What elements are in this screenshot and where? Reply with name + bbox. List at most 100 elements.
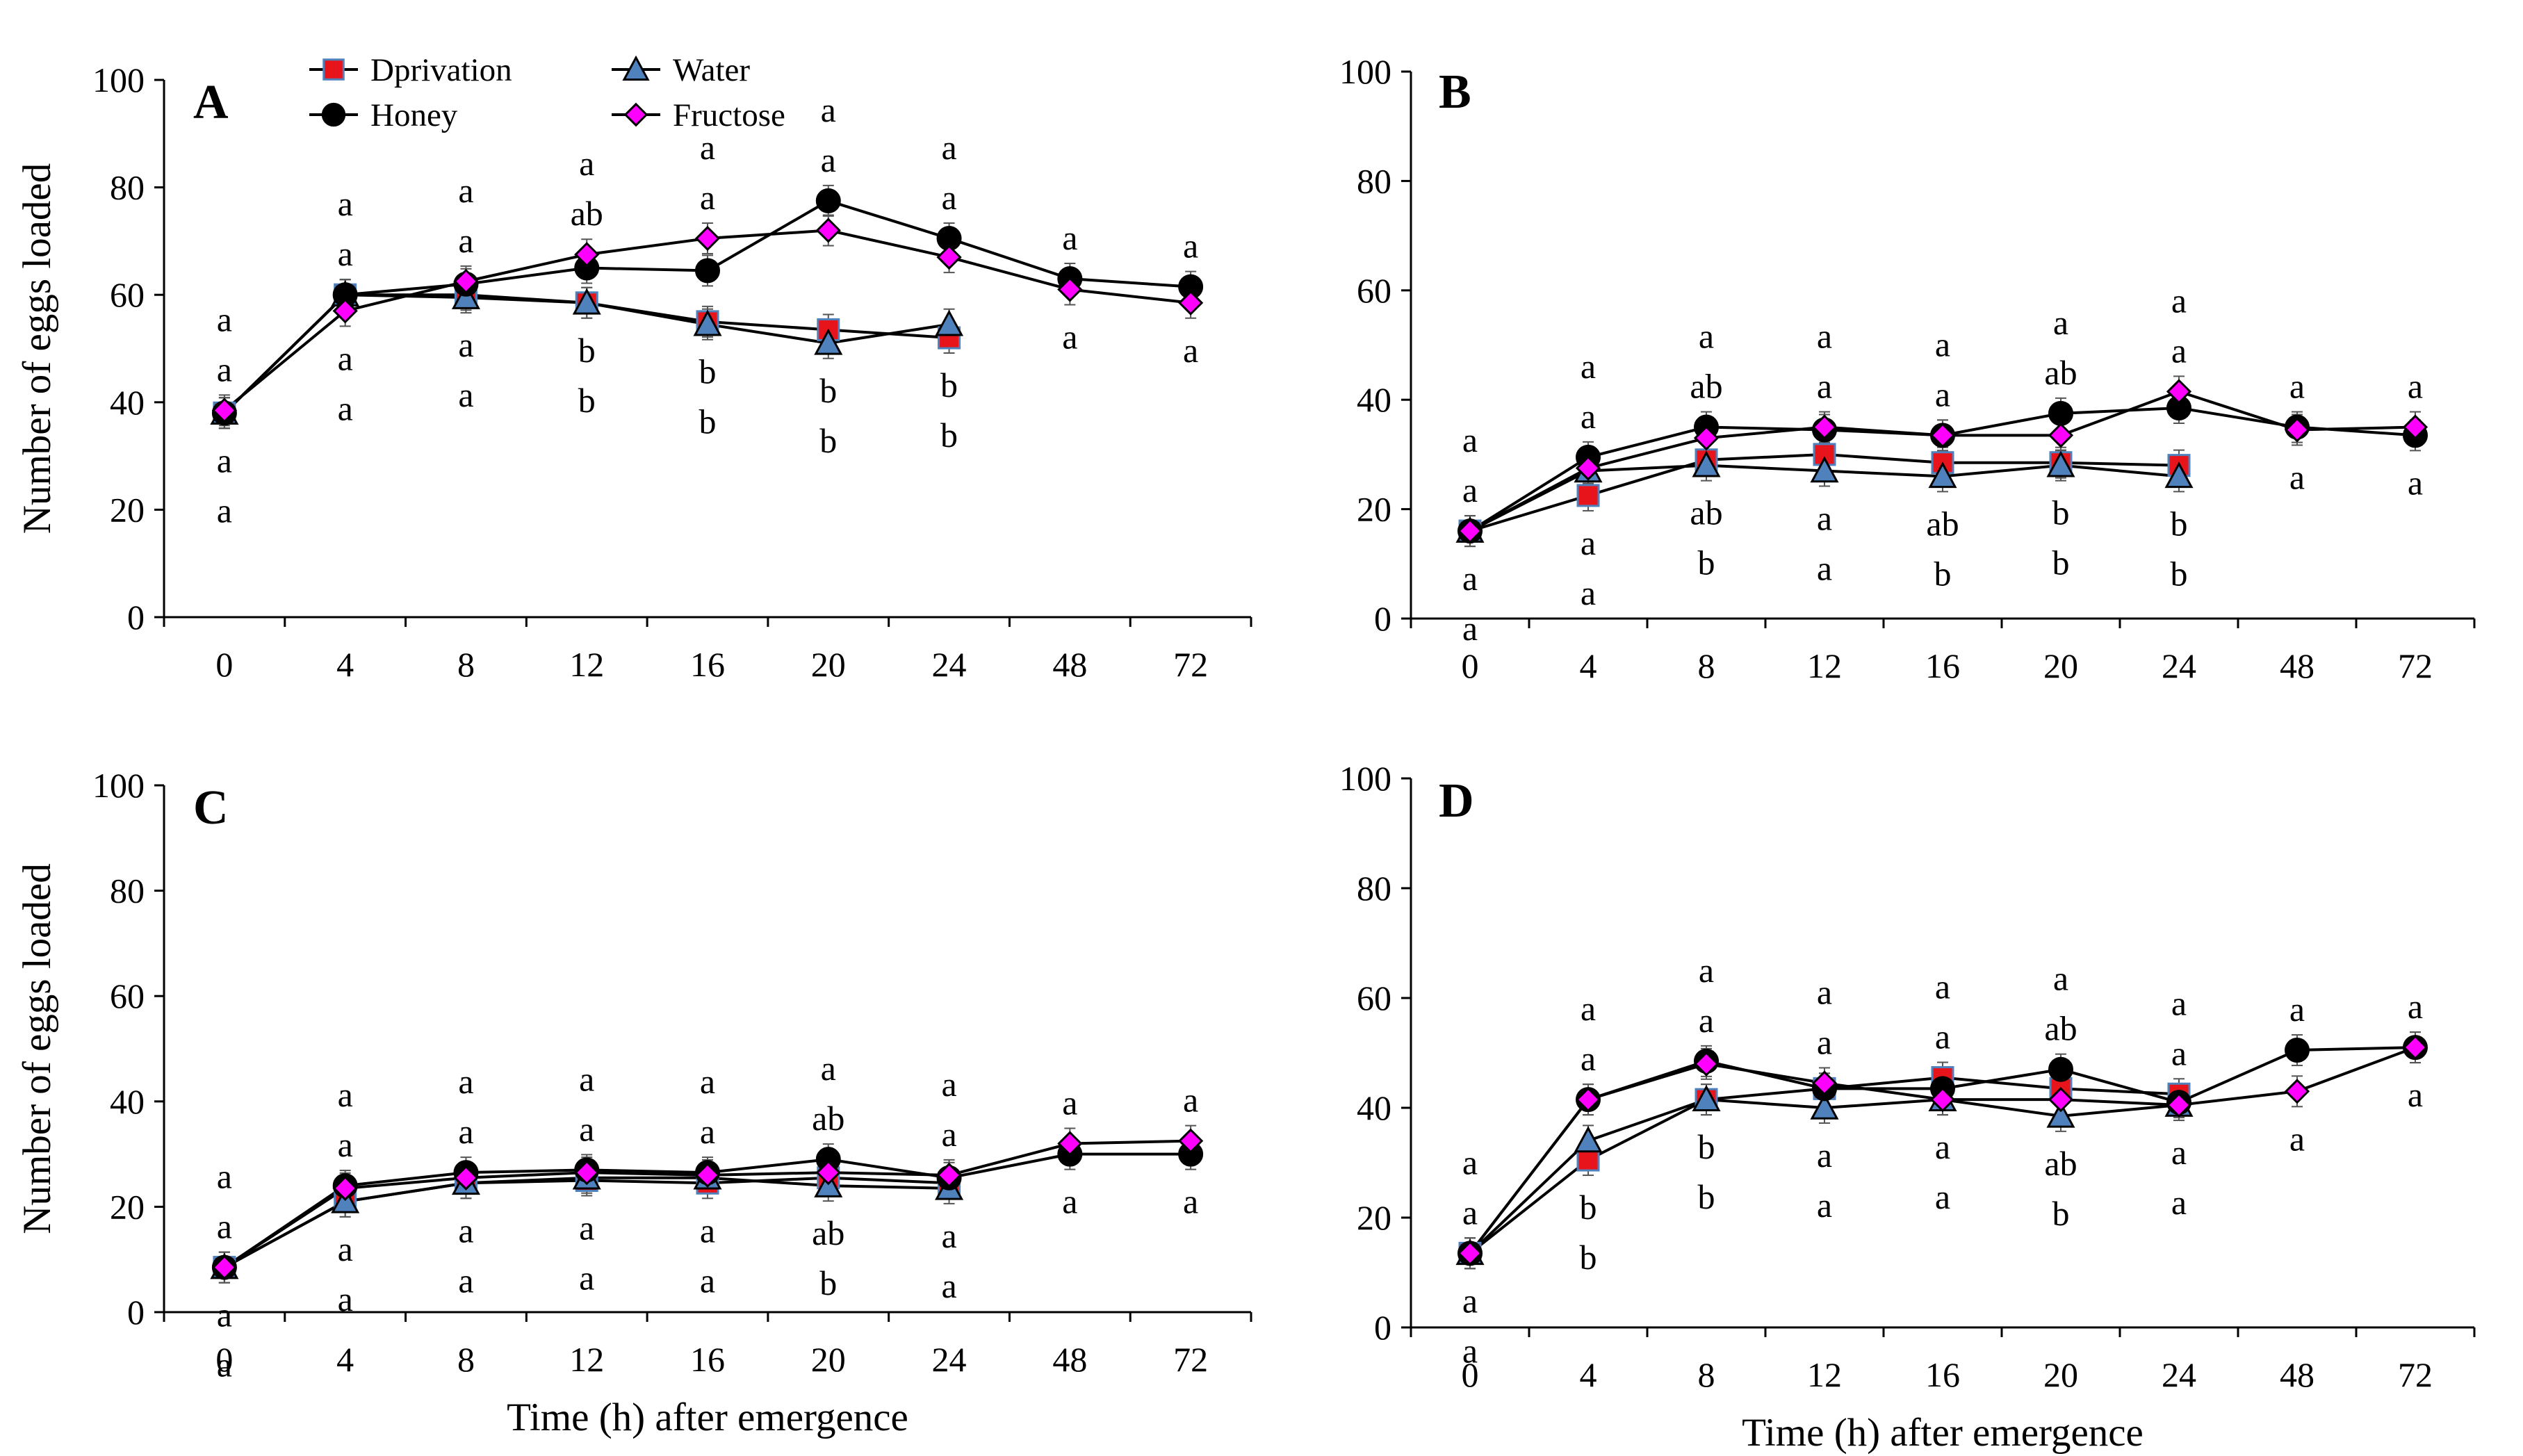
data-point-honey bbox=[695, 258, 720, 284]
significance-letter: b bbox=[1698, 1127, 1715, 1166]
data-point-water bbox=[2046, 1101, 2075, 1128]
x-tick-label: 24 bbox=[2162, 1355, 2196, 1394]
data-point-water bbox=[1692, 1084, 1721, 1111]
significance-letter: a bbox=[1935, 1127, 1950, 1166]
significance-letter: a bbox=[1183, 1081, 1198, 1120]
significance-letter: a bbox=[338, 388, 353, 427]
significance-letter: a bbox=[1699, 317, 1714, 356]
y-tick-label: 40 bbox=[1357, 1088, 1391, 1127]
significance-letter: a bbox=[1462, 609, 1478, 648]
significance-letter: a bbox=[1183, 1182, 1198, 1221]
significance-letter: a bbox=[217, 350, 232, 388]
data-point-fructose bbox=[574, 1160, 600, 1186]
significance-letter: a bbox=[1935, 325, 1950, 363]
x-tick-label: 72 bbox=[1173, 645, 1208, 684]
x-tick-label: 20 bbox=[811, 1340, 846, 1379]
data-point-fructose bbox=[815, 1160, 841, 1186]
y-tick-label: 20 bbox=[110, 1187, 145, 1226]
significance-letter: a bbox=[941, 1115, 956, 1154]
significance-letter: a bbox=[217, 1207, 232, 1246]
significance-letter: a bbox=[579, 144, 594, 183]
data-point-fructose bbox=[815, 218, 841, 243]
legend: Dprivation Water Honey Fructose bbox=[309, 52, 785, 133]
significance-letter: a bbox=[458, 1062, 473, 1101]
significance-letter: b bbox=[819, 371, 837, 410]
x-tick-label: 24 bbox=[932, 645, 967, 684]
significance-letter: a bbox=[1581, 989, 1596, 1028]
x-tick-label: 8 bbox=[1698, 1355, 1715, 1394]
significance-letter: a bbox=[821, 140, 836, 179]
data-point-fructose bbox=[2048, 1087, 2074, 1113]
data-point-water bbox=[1692, 450, 1721, 477]
data-point-fructose bbox=[1929, 423, 1956, 448]
significance-letter: ab bbox=[1690, 493, 1722, 532]
significance-letter: a bbox=[700, 1261, 715, 1300]
significance-letter: a bbox=[338, 1279, 353, 1318]
significance-letter: a bbox=[217, 1345, 232, 1384]
significance-letter: a bbox=[2171, 331, 2187, 370]
legend-marker-triangle bbox=[622, 55, 650, 81]
legend-marker-square bbox=[322, 58, 345, 81]
significance-letter: a bbox=[1183, 227, 1198, 265]
y-tick-label: 80 bbox=[110, 168, 145, 207]
data-point-water bbox=[1574, 1126, 1603, 1153]
significance-letter: a bbox=[1817, 549, 1832, 588]
significance-letter: a bbox=[579, 1259, 594, 1298]
x-tick-label: 8 bbox=[457, 1340, 475, 1379]
data-point-fructose bbox=[1457, 1241, 1483, 1266]
significance-letter: a bbox=[2171, 1133, 2187, 1172]
x-tick-label: 20 bbox=[2043, 1355, 2078, 1394]
significance-letter: a bbox=[941, 1216, 956, 1255]
significance-letter: a bbox=[821, 90, 836, 129]
significance-letter: a bbox=[458, 375, 473, 414]
significance-letter: a bbox=[338, 1075, 353, 1114]
x-axis-title: Time (h) after emergence bbox=[507, 1396, 908, 1439]
x-tick-label: 20 bbox=[811, 645, 846, 684]
data-point-fructose bbox=[2048, 423, 2074, 448]
significance-letter: a bbox=[338, 1125, 353, 1164]
significance-letter: a bbox=[1062, 1083, 1077, 1122]
y-tick-label: 80 bbox=[1357, 161, 1391, 200]
significance-letter: a bbox=[1817, 367, 1832, 406]
legend-label: Water bbox=[673, 52, 750, 88]
significance-letter: a bbox=[1935, 375, 1950, 414]
panel-letter: C bbox=[193, 781, 229, 835]
significance-letter: ab bbox=[571, 194, 603, 233]
significance-letter: a bbox=[2053, 303, 2068, 342]
significance-letter: a bbox=[1581, 573, 1596, 612]
data-point-fructose bbox=[1693, 425, 1720, 451]
significance-letter: b bbox=[578, 381, 596, 420]
data-point-fructose bbox=[2166, 379, 2192, 404]
significance-letter: a bbox=[700, 128, 715, 167]
significance-letter: a bbox=[941, 1266, 956, 1305]
significance-letter: b bbox=[699, 402, 717, 441]
significance-letter: a bbox=[1817, 1022, 1832, 1061]
x-tick-label: 4 bbox=[336, 1340, 354, 1379]
significance-letter: a bbox=[700, 1062, 715, 1101]
data-point-fructose bbox=[2166, 1092, 2192, 1118]
significance-letter: a bbox=[217, 300, 232, 338]
significance-letter: a bbox=[217, 441, 232, 480]
significance-letter: a bbox=[700, 1211, 715, 1250]
data-point-fructose bbox=[211, 1254, 238, 1280]
significance-letter: a bbox=[1581, 523, 1596, 562]
data-point-fructose bbox=[694, 225, 721, 252]
data-point-fructose bbox=[694, 1162, 721, 1188]
data-point-fructose bbox=[453, 268, 479, 294]
data-point-water bbox=[1928, 461, 1957, 489]
x-tick-label: 12 bbox=[1807, 646, 1842, 685]
y-axis-title: Number of eggs loaded bbox=[15, 863, 59, 1234]
data-point-fructose bbox=[2284, 417, 2310, 443]
legend-item-water: Water bbox=[612, 52, 750, 88]
x-tick-label: 72 bbox=[1173, 1340, 1208, 1379]
significance-letter: a bbox=[1817, 499, 1832, 538]
data-point-fructose bbox=[936, 244, 962, 270]
significance-letter: ab bbox=[2044, 353, 2077, 392]
significance-letter: a bbox=[2408, 367, 2423, 406]
significance-letter: a bbox=[579, 1059, 594, 1098]
x-tick-label: 4 bbox=[1580, 646, 1597, 685]
